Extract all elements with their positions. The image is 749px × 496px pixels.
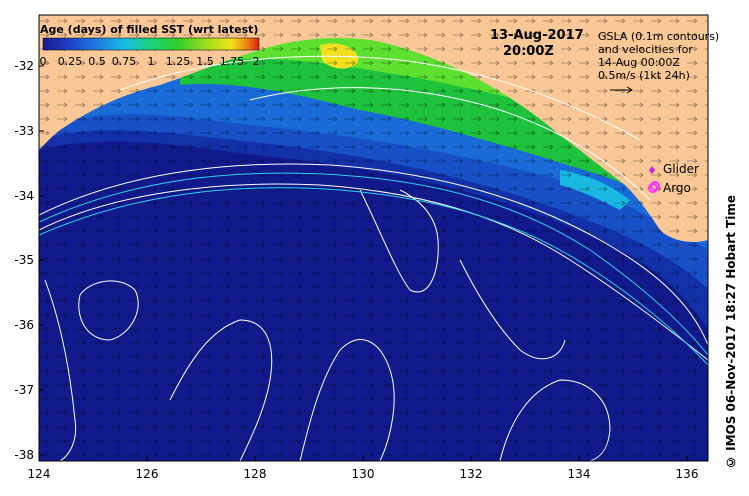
y-tick-label: -34 [14,189,34,203]
colorbar-tick: 1.75 [219,55,245,68]
y-tick-label: -33 [14,124,34,138]
info-line: 0.5m/s (1kt 24h) [598,69,690,82]
x-tick-label: 134 [567,467,591,481]
glider-marker [649,166,655,174]
y-tick-label: -35 [14,253,34,267]
colorbar-tick: 0.75 [111,55,137,68]
legend-glider: Glider [663,162,699,176]
x-tick-label: 136 [675,467,699,481]
colorbar-tick: 0.25 [57,55,83,68]
y-tick-label: -38 [14,448,34,462]
argo-marker [650,181,660,191]
colorbar-tick: 1 [147,55,155,68]
imos-credit: © IMOS 06-Nov-2017 18:27 Hobart Time [724,195,738,470]
gsla-contours [39,55,708,461]
colorbar-tick: 1.5 [196,55,214,68]
colorbar-tick: 2 [252,55,260,68]
colorbar-tick: 1.25 [165,55,191,68]
x-tick-label: 124 [27,467,51,481]
colorbar-title: Age (days) of filled SST (wrt latest) [40,23,259,36]
x-tick-label: 128 [243,467,267,481]
map-time: 20:00Z [503,44,554,59]
info-line: and velocities for [598,43,693,56]
colorbar-tick: 0.5 [88,55,106,68]
axis-ticks [38,65,688,461]
argo-legend-marker [648,183,658,193]
y-tick-label: -36 [14,318,34,332]
y-tick-label: -37 [14,383,34,397]
isobath-lines [39,172,708,366]
x-tick-label: 132 [459,467,483,481]
y-tick-label: -32 [14,59,34,73]
vector-scale-arrow [610,86,633,94]
legend-argo: Argo [663,181,691,195]
x-tick-label: 130 [351,467,375,481]
colorbar [42,37,260,51]
colorbar-tick: 0 [39,55,47,68]
info-line: GSLA (0.1m contours) [598,30,720,43]
x-tick-label: 126 [135,467,159,481]
plot-frame [38,14,709,462]
info-line: 14-Aug 00:00Z [598,56,680,69]
map-date: 13-Aug-2017 [490,28,584,43]
